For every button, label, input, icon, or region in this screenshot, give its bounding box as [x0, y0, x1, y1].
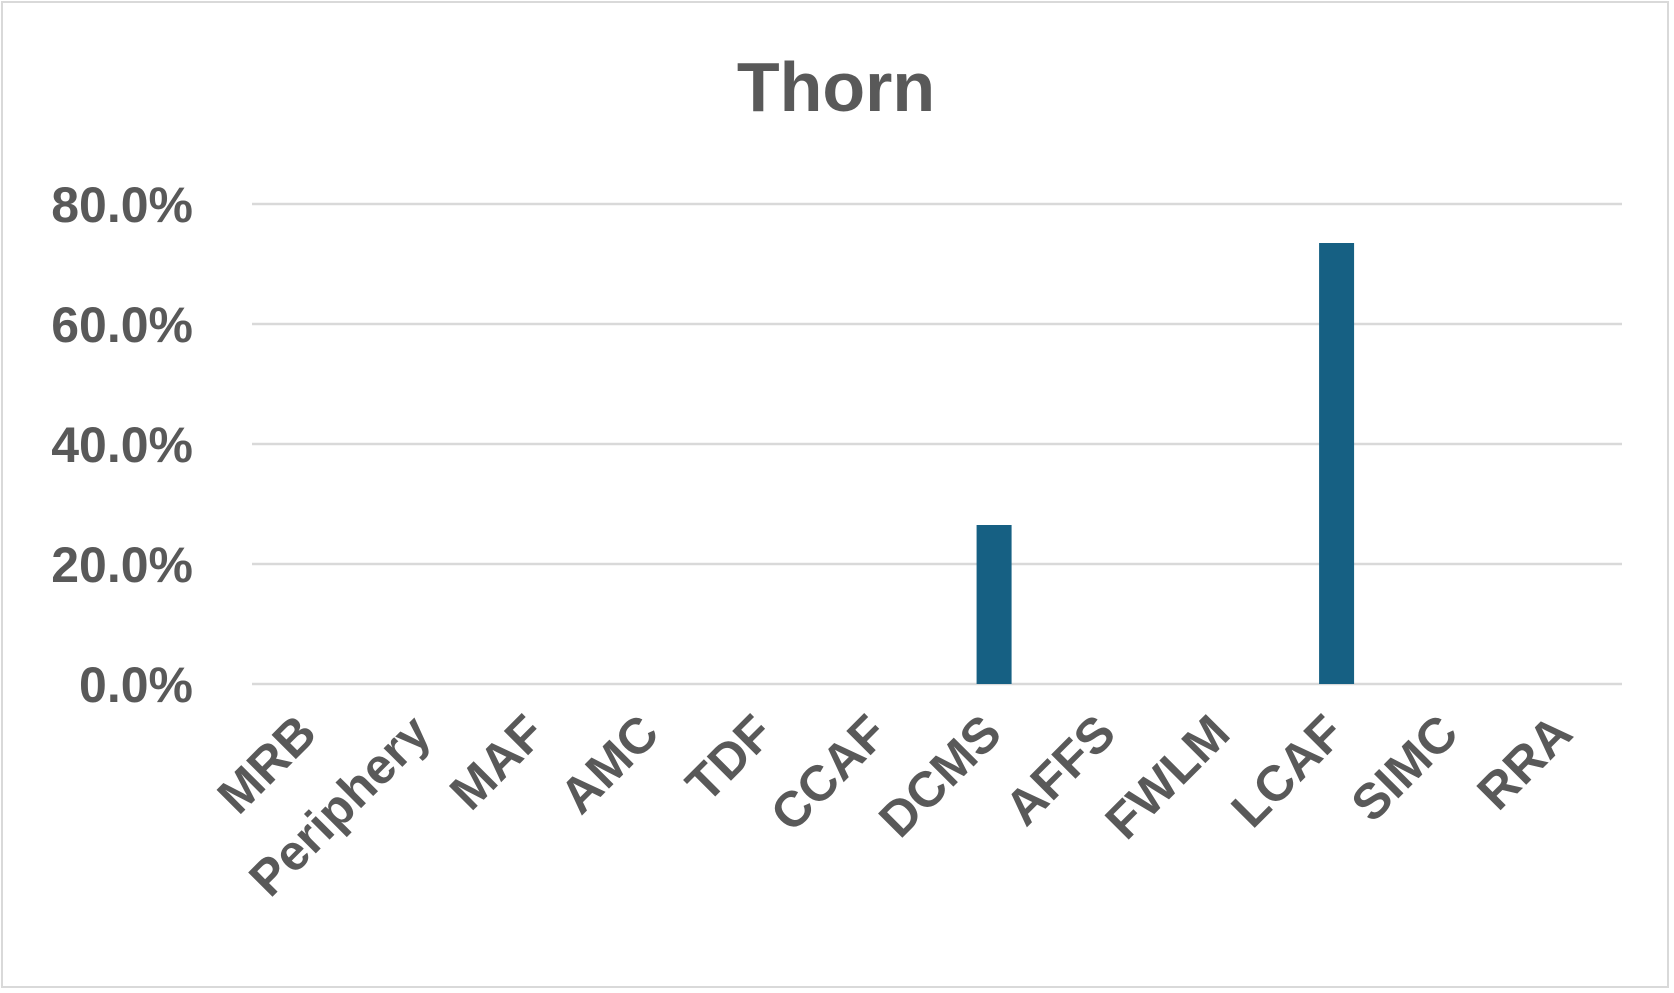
gridlines [252, 202, 1622, 686]
x-category-label: RRA [1466, 704, 1582, 820]
x-category-label: DCMS [868, 704, 1012, 848]
y-tick-label: 80.0% [51, 177, 193, 233]
bar-lcaf [1319, 243, 1355, 684]
x-category-label: CCAF [760, 704, 898, 842]
y-tick-label: 40.0% [51, 417, 193, 473]
chart-title: Thorn [737, 48, 935, 126]
x-category-label: FWLM [1095, 704, 1241, 850]
y-tick-label: 20.0% [51, 537, 193, 593]
bars [976, 243, 1355, 684]
x-category-label: LCAF [1220, 704, 1354, 838]
y-tick-label: 60.0% [51, 297, 193, 353]
x-category-label: SIMC [1341, 704, 1469, 832]
y-axis-ticks: 0.0% 20.0% 40.0% 60.0% 80.0% [51, 177, 193, 713]
bar-dcms [976, 525, 1012, 684]
x-category-label: MAF [439, 704, 555, 820]
x-category-label: AMC [549, 704, 669, 824]
y-tick-label: 0.0% [79, 657, 193, 713]
